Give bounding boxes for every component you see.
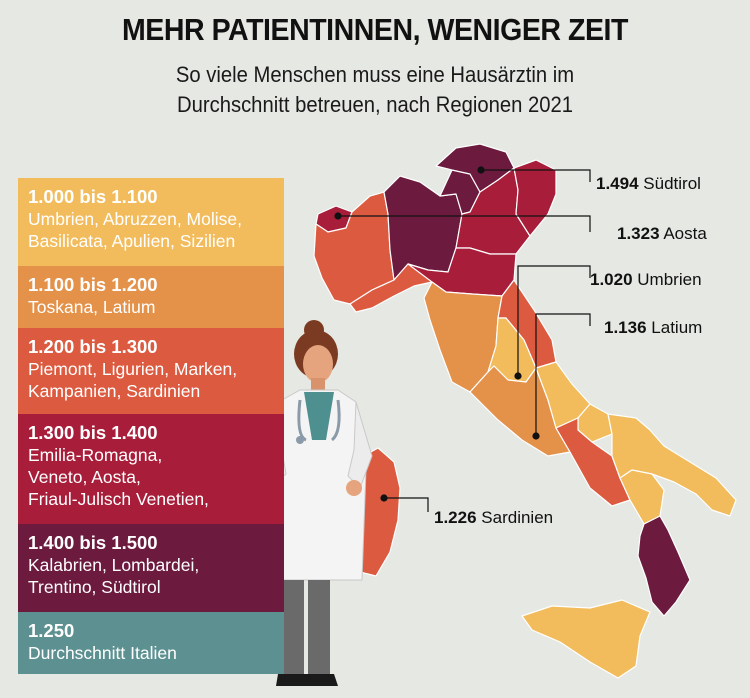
legend-item: 1.000 bis 1.100 Umbrien, Abruzzen, Molis… [18, 178, 284, 266]
page-title: MEHR PATIENTINNEN, WENIGER ZEIT [122, 12, 628, 47]
legend-regions: Kalabrien, Lombardei, Trentino, Südtirol [28, 555, 200, 597]
legend-range: 1.300 bis 1.400 [28, 422, 158, 443]
callout-value: 1.494 [596, 174, 639, 193]
callout-name: Südtirol [643, 174, 701, 193]
callout-aosta: 1.323 Aosta [617, 224, 707, 244]
callout-latium: 1.136 Latium [604, 318, 702, 338]
legend-regions: Piemont, Ligurien, Marken, Kampanien, Sa… [28, 359, 238, 401]
legend-range: 1.200 bis 1.300 [28, 336, 158, 357]
legend-range: 1.400 bis 1.500 [28, 532, 158, 553]
callout-umbrien: 1.020 Umbrien [590, 270, 702, 290]
callout-value: 1.323 [617, 224, 660, 243]
callout-value: 1.226 [434, 508, 477, 527]
subtitle-line-1: So viele Menschen muss eine Hausärztin i… [175, 62, 575, 87]
legend: 1.000 bis 1.100 Umbrien, Abruzzen, Molis… [18, 178, 284, 674]
callout-sardinien: 1.226 Sardinien [434, 508, 553, 528]
callout-lines [334, 166, 591, 512]
legend-regions: Emilia-Romagna, Veneto, Aosta, Friaul-Ju… [28, 445, 209, 509]
callout-name: Latium [651, 318, 703, 337]
legend-range: 1.000 bis 1.100 [28, 186, 158, 207]
callout-value: 1.020 [590, 270, 633, 289]
legend-item: 1.250 Durchschnitt Italien [18, 612, 284, 674]
region-sizilien [521, 599, 651, 679]
legend-range: 1.100 bis 1.200 [28, 274, 158, 295]
legend-regions: Durchschnitt Italien [28, 643, 177, 663]
callout-value: 1.136 [604, 318, 647, 337]
subtitle-line-2: Durchschnitt betreuen, nach Regionen 202… [176, 92, 574, 117]
region-kalabrien [637, 515, 691, 617]
legend-regions: Umbrien, Abruzzen, Molise, Basilicata, A… [28, 209, 242, 251]
callout-suedtirol: 1.494 Südtirol [596, 174, 701, 194]
italy-map [313, 143, 737, 679]
callout-name: Umbrien [637, 270, 702, 289]
legend-item: 1.200 bis 1.300 Piemont, Ligurien, Marke… [18, 328, 284, 414]
legend-regions: Toskana, Latium [28, 297, 156, 317]
callout-name: Sardinien [481, 508, 554, 527]
legend-range: 1.250 [28, 620, 75, 641]
region-apulien [607, 413, 737, 517]
legend-item: 1.400 bis 1.500 Kalabrien, Lombardei, Tr… [18, 524, 284, 612]
region-friaul [513, 159, 557, 237]
region-basilicata [619, 469, 665, 525]
legend-item: 1.300 bis 1.400 Emilia-Romagna, Veneto, … [18, 414, 284, 524]
callout-name: Aosta [663, 224, 707, 243]
doctor-illustration [261, 320, 373, 686]
legend-item: 1.100 bis 1.200 Toskana, Latium [18, 266, 284, 328]
